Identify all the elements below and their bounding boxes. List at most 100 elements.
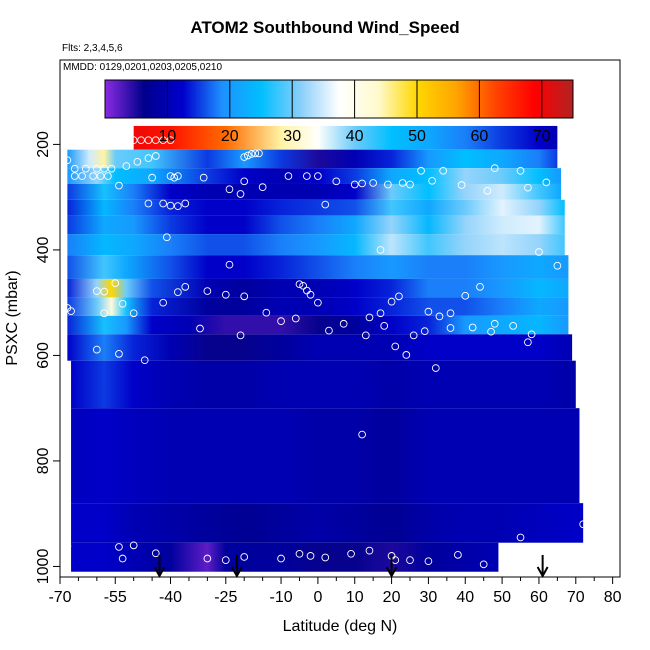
observation-point	[524, 338, 532, 347]
observation-point	[96, 172, 105, 180]
observation-point	[107, 164, 116, 173]
colorbar-tick-label: 30	[283, 128, 301, 145]
heatmap-band	[67, 199, 565, 216]
x-tick-label: 30	[420, 589, 438, 606]
heatmap-band	[71, 360, 576, 409]
x-tick-label: 10	[346, 589, 364, 606]
observation-point	[306, 290, 315, 299]
x-tick-label: -25	[214, 589, 237, 606]
observation-point	[446, 309, 455, 318]
observation-point	[454, 550, 462, 559]
heatmap-band	[71, 408, 580, 504]
observation-point	[468, 323, 477, 332]
observation-point	[402, 351, 411, 359]
observation-point	[247, 150, 256, 158]
observation-point	[262, 308, 271, 317]
observation-point	[571, 285, 580, 294]
dates-subtitle: MMDD: 0129,0201,0203,0205,0210	[63, 62, 223, 73]
observation-point	[115, 181, 123, 190]
y-tick-label: 1000	[35, 549, 52, 585]
observation-point	[524, 183, 532, 192]
observation-point	[535, 248, 543, 256]
observation-point	[277, 554, 285, 563]
observation-point	[314, 172, 322, 180]
observation-point	[575, 136, 584, 145]
observation-point	[92, 164, 101, 173]
y-tick-label: 600	[35, 342, 52, 369]
observation-point	[476, 282, 484, 291]
observation-point	[542, 178, 551, 187]
x-tick-label: -70	[48, 589, 71, 606]
observation-point	[314, 298, 322, 307]
observation-point	[295, 280, 304, 289]
observation-point	[225, 260, 234, 269]
y-tick-label: 800	[35, 447, 52, 474]
observation-point	[384, 180, 392, 189]
x-tick-label: -55	[104, 589, 127, 606]
observation-point	[70, 164, 79, 173]
colorbar-tick-label: 70	[533, 128, 551, 145]
colorbar-tick-label: 20	[221, 128, 239, 145]
observation-point	[159, 136, 168, 145]
observation-point	[446, 324, 455, 332]
profile-arrow	[230, 555, 243, 579]
observation-point	[63, 156, 72, 165]
observation-point	[100, 287, 109, 296]
observation-point	[424, 307, 433, 316]
heatmap-band	[67, 215, 565, 235]
observation-point	[166, 136, 175, 145]
observation-point	[115, 349, 123, 358]
observation-point	[321, 200, 330, 209]
observation-point	[387, 297, 396, 306]
observation-point	[166, 172, 175, 180]
colorbar-ticks: 10 20 30 40 50 60 70	[159, 80, 551, 145]
observation-point	[553, 261, 562, 270]
observation-point	[166, 201, 175, 210]
profile-arrow	[385, 555, 398, 579]
observation-point	[162, 233, 171, 242]
observation-point	[118, 299, 127, 308]
heatmap-band	[71, 542, 499, 572]
observation-point	[244, 151, 252, 160]
x-tick-label: -10	[269, 589, 292, 606]
colorbar-tick-label: 40	[346, 128, 364, 145]
observation-point	[347, 549, 355, 558]
y-tick-label: 400	[35, 236, 52, 263]
x-tick-label: 0	[313, 589, 322, 606]
observation-point	[509, 322, 518, 330]
observation-point	[284, 172, 293, 180]
observation-point	[395, 292, 403, 301]
observation-point	[240, 553, 249, 561]
heatmap-band	[67, 315, 569, 335]
observation-point	[100, 309, 109, 318]
observation-point	[258, 183, 267, 191]
x-tick-label: 50	[493, 589, 511, 606]
observation-point	[144, 136, 153, 145]
observation-point	[92, 287, 101, 295]
observation-point	[461, 291, 470, 300]
observation-point	[417, 166, 425, 175]
observation-point	[321, 553, 330, 562]
observation-markers	[63, 136, 588, 569]
observation-point	[306, 552, 315, 560]
observation-point	[490, 164, 499, 172]
observation-point	[406, 556, 414, 564]
observation-point	[490, 319, 499, 328]
observation-point	[479, 560, 488, 569]
observation-point	[122, 162, 131, 170]
observation-point	[240, 153, 249, 161]
observation-point	[251, 149, 260, 158]
observation-point	[295, 549, 304, 558]
observation-point	[332, 177, 341, 186]
heatmap-band	[67, 334, 573, 361]
colorbar: 10 20 30 40 50 60 70	[104, 79, 574, 145]
y-axis-label: PSXC (mbar)	[4, 270, 21, 365]
observation-point	[406, 180, 414, 189]
observation-point	[203, 554, 212, 563]
x-axis-label: Latitude (deg N)	[283, 618, 398, 635]
observation-point	[221, 290, 230, 299]
observation-point	[358, 179, 366, 188]
y-axis: 200 400 600 800 1000	[35, 131, 60, 584]
observation-point	[428, 176, 436, 185]
